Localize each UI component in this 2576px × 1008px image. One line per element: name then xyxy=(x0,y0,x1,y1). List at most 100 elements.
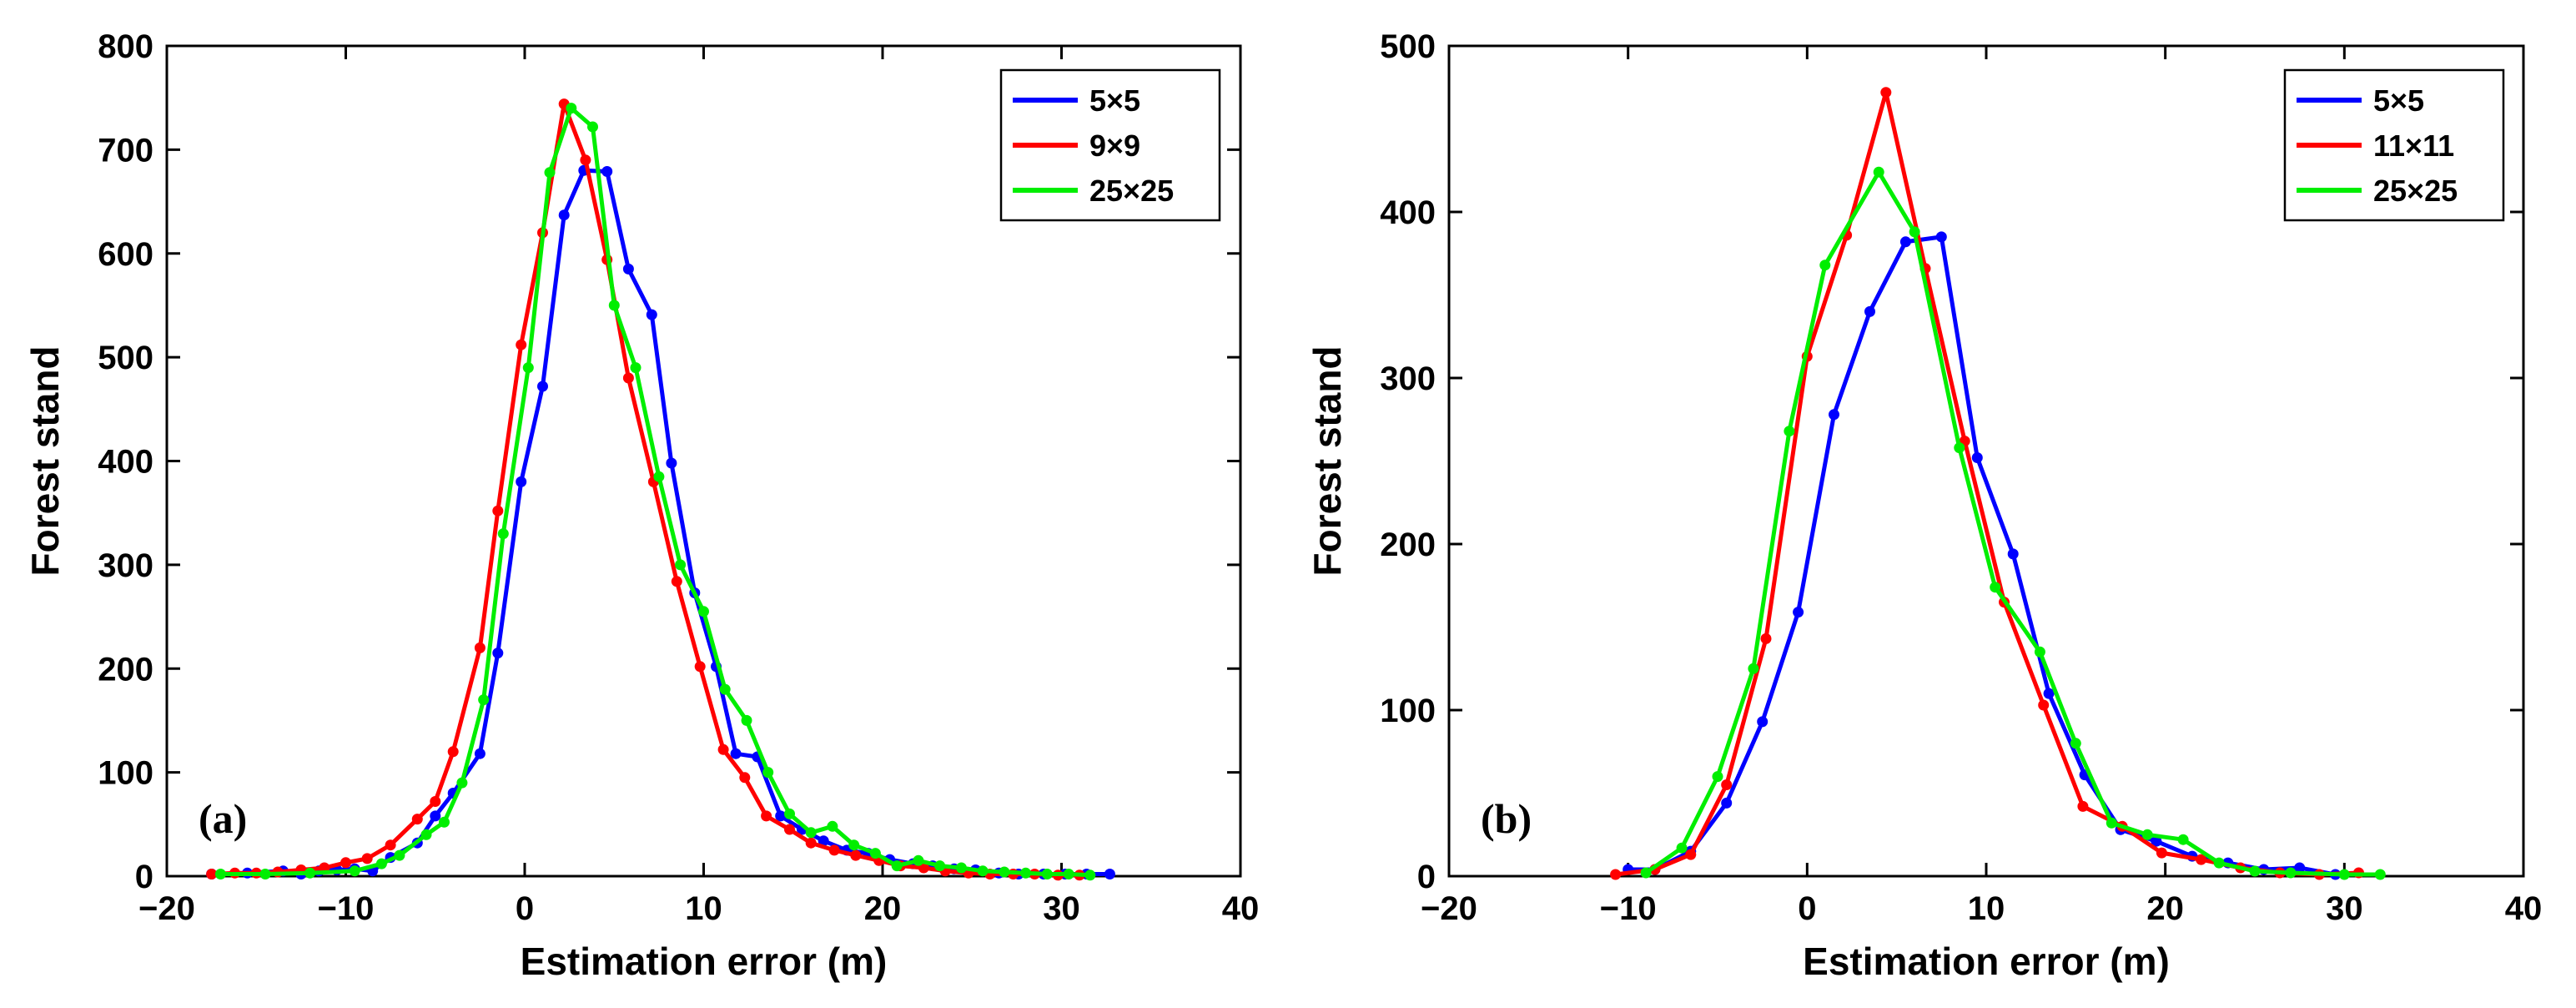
data-point xyxy=(653,471,665,482)
data-point xyxy=(622,263,634,275)
data-point xyxy=(1748,663,1759,674)
y-tick-label: 700 xyxy=(98,132,153,169)
data-point xyxy=(214,869,226,879)
data-point xyxy=(784,808,795,819)
data-point xyxy=(739,772,751,784)
data-point xyxy=(1935,231,1947,243)
data-point xyxy=(2177,834,2189,845)
legend: 5×5 9×9 25×25 xyxy=(999,68,1221,222)
series-line xyxy=(1644,169,2381,877)
data-point xyxy=(741,714,752,726)
series-line xyxy=(211,102,1079,878)
panel-label: (b) xyxy=(1481,795,1532,842)
data-point xyxy=(522,362,534,374)
data-point xyxy=(869,848,881,859)
legend-entry-label: 11×11 xyxy=(2373,129,2454,163)
data-point xyxy=(1784,426,1795,437)
x-tick-label: 20 xyxy=(864,890,902,927)
panel-label: (a) xyxy=(199,795,247,842)
x-tick-label: 30 xyxy=(1043,890,1080,927)
data-point xyxy=(516,339,527,350)
data-point xyxy=(474,748,486,759)
data-point xyxy=(1020,867,1032,879)
y-tick-label: 100 xyxy=(98,755,153,792)
legend-entry-label: 25×25 xyxy=(1089,174,1174,208)
data-point xyxy=(1990,582,2001,593)
data-point xyxy=(430,810,441,822)
data-point xyxy=(2043,688,2055,699)
data-point xyxy=(580,154,591,166)
data-point xyxy=(848,839,860,851)
data-point xyxy=(2151,835,2162,847)
y-tick-label: 500 xyxy=(1380,28,1436,65)
data-point xyxy=(2249,865,2261,877)
data-point xyxy=(1712,771,1723,783)
data-point xyxy=(775,810,787,822)
data-point xyxy=(516,476,527,487)
x-tick-label: 20 xyxy=(2146,890,2184,927)
series-line xyxy=(1628,234,2337,877)
y-tick-label: 800 xyxy=(98,28,153,65)
data-point xyxy=(206,869,218,879)
data-point xyxy=(1793,607,1804,618)
data-point xyxy=(537,381,548,392)
data-point xyxy=(2077,800,2089,812)
legend-entry-label: 5×5 xyxy=(2373,83,2424,118)
data-point xyxy=(430,796,441,807)
data-point xyxy=(1760,633,1772,644)
x-axis-title: Estimation error (m) xyxy=(521,940,888,983)
data-point xyxy=(420,829,432,840)
y-tick-label: 200 xyxy=(1380,527,1436,563)
x-tick-label: −10 xyxy=(318,890,375,927)
data-point xyxy=(934,860,946,872)
legend-entry-label: 5×5 xyxy=(1089,83,1140,118)
x-tick-label: 30 xyxy=(2326,890,2363,927)
data-point xyxy=(999,866,1010,878)
data-point xyxy=(361,853,373,864)
data-point xyxy=(1084,869,1096,881)
data-point xyxy=(385,839,396,851)
data-point xyxy=(622,372,634,384)
data-point xyxy=(717,743,729,755)
data-point xyxy=(761,810,772,822)
data-point xyxy=(558,209,570,221)
data-point xyxy=(492,648,504,659)
y-tick-label: 400 xyxy=(1380,194,1436,231)
data-point xyxy=(1971,452,1983,463)
x-tick-label: −10 xyxy=(1600,890,1657,927)
data-point xyxy=(2106,817,2117,829)
series-2 xyxy=(206,98,1085,881)
data-point xyxy=(719,683,731,695)
data-point xyxy=(694,661,706,673)
data-point xyxy=(1909,226,1920,238)
data-point xyxy=(698,606,709,617)
data-point xyxy=(492,505,504,517)
data-point xyxy=(340,857,351,869)
series-3 xyxy=(214,103,1096,881)
data-point xyxy=(805,827,817,839)
x-tick-label: 0 xyxy=(516,890,534,927)
data-point xyxy=(2213,857,2225,869)
series-line xyxy=(211,168,1110,876)
data-point xyxy=(666,457,677,469)
data-point xyxy=(474,642,486,653)
data-point xyxy=(630,362,641,374)
data-point xyxy=(2294,862,2306,874)
data-point xyxy=(828,844,840,856)
data-point xyxy=(304,867,316,879)
data-point xyxy=(2038,699,2050,711)
data-point xyxy=(1819,260,1831,271)
x-tick-label: −20 xyxy=(1421,890,1477,927)
y-tick-label: 500 xyxy=(98,340,153,376)
data-point xyxy=(2374,869,2386,880)
data-point xyxy=(1721,779,1733,790)
data-point xyxy=(2070,738,2081,749)
y-tick-label: 0 xyxy=(1417,859,1436,895)
data-point xyxy=(544,167,556,179)
data-point xyxy=(818,835,829,847)
y-tick-label: 200 xyxy=(98,651,153,688)
chart-panel-2: −20 −10 0 10 20 30 400100200300400500Estimatio… xyxy=(1306,28,2542,983)
data-point xyxy=(566,103,577,114)
data-point xyxy=(1829,409,1839,421)
